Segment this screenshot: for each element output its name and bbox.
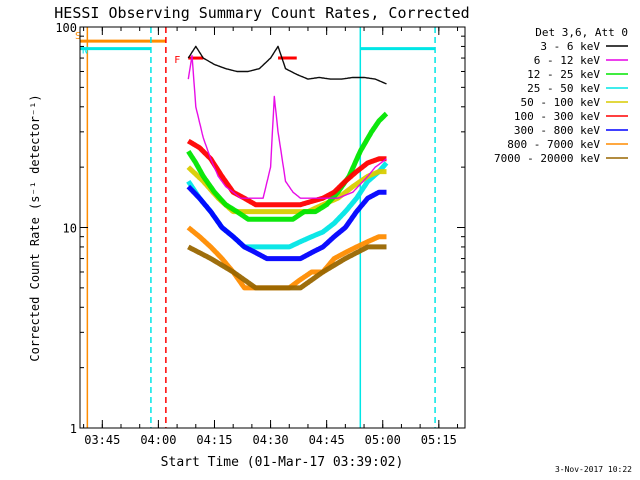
y-tick-label: 100 <box>55 21 77 35</box>
x-tick-label: 05:15 <box>421 433 457 447</box>
legend-label: 25 - 50 keV <box>527 82 600 95</box>
series-line-0 <box>187 45 387 85</box>
x-axis-label: Start Time (01-Mar-17 03:39:02) <box>161 455 404 470</box>
marker-label-f: F <box>174 55 180 66</box>
y-axis-label: Corrected Count Rate (s⁻¹ detector⁻¹) <box>28 94 42 361</box>
series-line-5 <box>186 138 388 208</box>
legend-label: 800 - 7000 keV <box>507 138 600 151</box>
footer-timestamp: 3-Nov-2017 10:22 <box>555 465 632 474</box>
series-line-1 <box>187 54 387 199</box>
marker-label-s: S <box>75 31 81 42</box>
legend-label: 300 - 800 keV <box>514 124 600 137</box>
x-tick-label: 04:30 <box>253 433 289 447</box>
x-tick-label: 04:45 <box>309 433 345 447</box>
y-tick-label: 1 <box>70 422 77 436</box>
legend-label: 50 - 100 keV <box>521 96 601 109</box>
marker-label-n: N <box>82 46 88 57</box>
plot-area: SN F <box>75 27 436 428</box>
series-line-2 <box>186 111 389 222</box>
axes: 03:45 04:00 04:15 04:30 04:45 05:00 05:15 1 10 10… <box>55 21 466 447</box>
plot-contents <box>80 27 436 428</box>
legend-header: Det 3,6, Att 0 <box>535 26 628 39</box>
legend-label: 7000 - 20000 keV <box>494 152 600 165</box>
legend-label: 100 - 300 keV <box>514 110 600 123</box>
legend-label: 12 - 25 keV <box>527 68 600 81</box>
x-tick-label: 03:45 <box>84 433 120 447</box>
legend-label: 3 - 6 keV <box>540 40 600 53</box>
x-tick-label: 04:15 <box>196 433 232 447</box>
y-tick-label: 10 <box>63 222 77 236</box>
x-tick-label: 05:00 <box>365 433 401 447</box>
x-tick-label: 04:00 <box>140 433 176 447</box>
legend-label: 6 - 12 keV <box>534 54 601 67</box>
series-line-6 <box>186 184 388 262</box>
chart-title: HESSI Observing Summary Count Rates, Cor… <box>54 4 469 22</box>
series-line-8 <box>186 244 388 291</box>
plot-frame <box>79 26 466 429</box>
